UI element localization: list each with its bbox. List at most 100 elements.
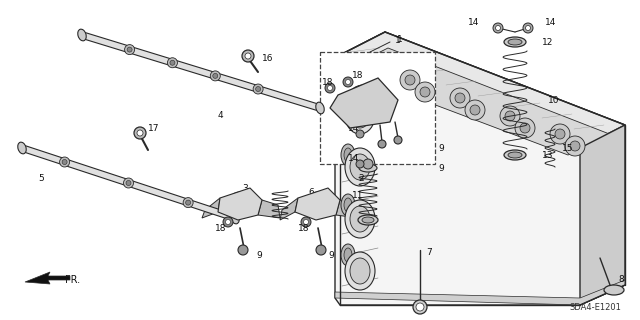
Circle shape <box>223 217 233 227</box>
Ellipse shape <box>231 212 239 224</box>
Polygon shape <box>335 32 625 148</box>
Ellipse shape <box>344 198 352 212</box>
Ellipse shape <box>359 164 377 172</box>
Ellipse shape <box>508 152 522 158</box>
Text: 14: 14 <box>348 154 360 163</box>
Text: 18: 18 <box>215 223 227 233</box>
Text: 13: 13 <box>542 150 554 159</box>
Text: 18: 18 <box>352 70 364 79</box>
Circle shape <box>186 200 191 205</box>
Circle shape <box>126 180 131 186</box>
Text: SDA4-E1201: SDA4-E1201 <box>570 303 622 313</box>
Text: FR.: FR. <box>65 275 80 285</box>
Circle shape <box>555 129 565 139</box>
Text: 16: 16 <box>262 53 273 62</box>
Ellipse shape <box>345 96 375 134</box>
Text: 9: 9 <box>438 143 444 153</box>
Bar <box>320 52 435 164</box>
Circle shape <box>316 245 326 255</box>
Ellipse shape <box>504 37 526 47</box>
Circle shape <box>493 23 503 33</box>
Polygon shape <box>336 200 358 218</box>
Ellipse shape <box>350 258 370 284</box>
Circle shape <box>245 53 251 59</box>
Circle shape <box>415 82 435 102</box>
Ellipse shape <box>350 102 370 128</box>
Circle shape <box>170 60 175 65</box>
Circle shape <box>520 123 530 133</box>
Ellipse shape <box>341 144 355 166</box>
Circle shape <box>255 86 260 92</box>
Circle shape <box>242 50 254 62</box>
Text: 9: 9 <box>328 251 333 260</box>
Circle shape <box>363 159 373 169</box>
Text: 15: 15 <box>562 143 573 153</box>
Circle shape <box>238 245 248 255</box>
Ellipse shape <box>504 150 526 160</box>
Text: 4: 4 <box>218 110 223 119</box>
Text: 6: 6 <box>308 188 314 196</box>
Ellipse shape <box>344 98 352 112</box>
Circle shape <box>515 118 535 138</box>
Polygon shape <box>218 188 262 220</box>
Circle shape <box>565 136 585 156</box>
Text: 12: 12 <box>542 37 554 46</box>
Ellipse shape <box>18 142 26 154</box>
Circle shape <box>405 75 415 85</box>
Circle shape <box>343 77 353 87</box>
Text: 3: 3 <box>242 183 248 193</box>
Text: 10: 10 <box>548 95 559 105</box>
Text: 7: 7 <box>426 247 432 257</box>
Ellipse shape <box>358 215 378 225</box>
Circle shape <box>168 58 177 68</box>
Ellipse shape <box>345 252 375 290</box>
Circle shape <box>60 157 70 167</box>
Ellipse shape <box>344 248 352 262</box>
Text: 18: 18 <box>322 77 333 86</box>
Polygon shape <box>330 78 398 128</box>
Ellipse shape <box>350 154 370 180</box>
Circle shape <box>416 303 424 311</box>
Circle shape <box>127 47 132 52</box>
Circle shape <box>450 88 470 108</box>
Circle shape <box>495 26 500 30</box>
Polygon shape <box>25 272 70 284</box>
Text: 17: 17 <box>148 124 159 132</box>
Text: 5: 5 <box>38 173 44 182</box>
Ellipse shape <box>345 148 375 186</box>
Polygon shape <box>335 280 625 305</box>
Circle shape <box>301 217 311 227</box>
Text: 14: 14 <box>545 18 556 27</box>
Circle shape <box>225 220 230 225</box>
Text: 1: 1 <box>395 36 401 44</box>
Circle shape <box>356 130 364 138</box>
Circle shape <box>306 192 330 216</box>
Text: 18: 18 <box>298 223 310 233</box>
Circle shape <box>420 87 430 97</box>
Circle shape <box>354 93 374 113</box>
Circle shape <box>234 198 246 210</box>
Polygon shape <box>295 188 340 220</box>
Circle shape <box>523 23 533 33</box>
Circle shape <box>137 130 143 136</box>
Ellipse shape <box>341 194 355 216</box>
Circle shape <box>470 105 480 115</box>
Ellipse shape <box>341 244 355 266</box>
Text: 11: 11 <box>352 190 364 199</box>
Ellipse shape <box>508 39 522 45</box>
Circle shape <box>360 99 368 107</box>
Text: 8: 8 <box>618 276 624 284</box>
Circle shape <box>183 198 193 208</box>
Ellipse shape <box>350 206 370 232</box>
Ellipse shape <box>362 217 374 223</box>
Text: 14: 14 <box>348 124 360 132</box>
Circle shape <box>455 93 465 103</box>
Polygon shape <box>580 125 625 305</box>
Circle shape <box>328 85 333 91</box>
Ellipse shape <box>341 94 355 116</box>
Circle shape <box>346 85 382 121</box>
Circle shape <box>346 79 351 84</box>
Circle shape <box>550 124 570 144</box>
Text: 14: 14 <box>468 18 479 27</box>
Circle shape <box>124 178 134 188</box>
